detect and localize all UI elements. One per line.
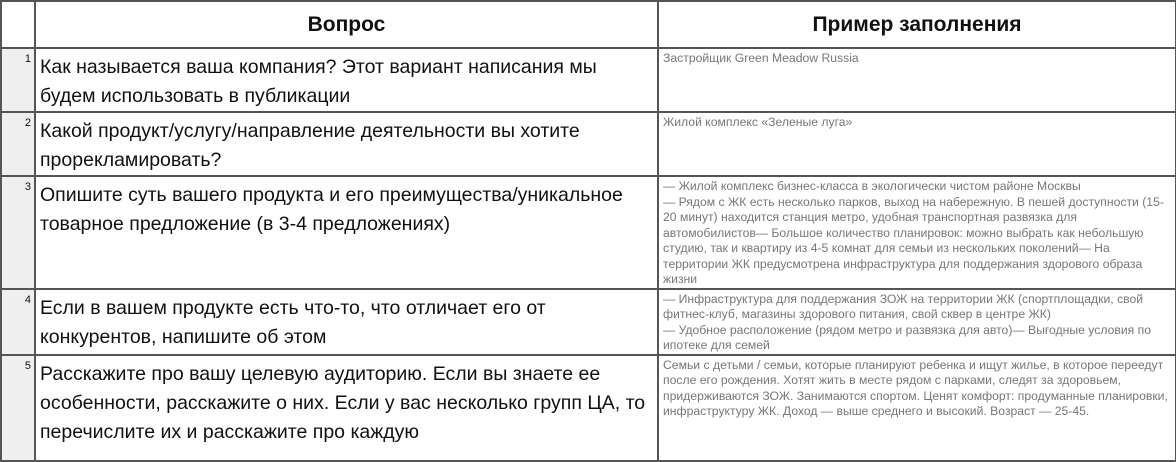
table-row: 4 Если в вашем продукте есть что-то, что…	[0, 287, 1176, 356]
row-number: 3	[0, 175, 36, 290]
question-cell[interactable]: Опишите суть вашего продукта и его преим…	[34, 175, 659, 290]
example-cell[interactable]: Семьи с детьми / семьи, которые планирую…	[657, 353, 1176, 462]
table-row: 1 Как называется ваша компания? Этот вар…	[0, 47, 1176, 113]
table-row: 5 Расскажите про вашу целевую аудиторию.…	[0, 353, 1176, 462]
question-cell[interactable]: Если в вашем продукте есть что-то, что о…	[34, 287, 659, 356]
row-number: 1	[0, 47, 36, 113]
question-column-header: Вопрос	[34, 0, 659, 49]
row-number: 5	[0, 353, 36, 462]
table-row: 2 Какой продукт/услугу/направление деяте…	[0, 111, 1176, 177]
example-cell[interactable]: Застройщик Green Meadow Russia	[657, 47, 1176, 113]
row-number: 4	[0, 287, 36, 356]
question-cell[interactable]: Расскажите про вашу целевую аудиторию. Е…	[34, 353, 659, 462]
question-cell[interactable]: Как называется ваша компания? Этот вариа…	[34, 47, 659, 113]
example-cell[interactable]: — Инфраструктура для поддержания ЗОЖ на …	[657, 287, 1176, 356]
question-cell[interactable]: Какой продукт/услугу/направление деятель…	[34, 111, 659, 177]
row-number: 2	[0, 111, 36, 177]
table-row: 3 Опишите суть вашего продукта и его пре…	[0, 175, 1176, 290]
header-row: Вопрос Пример заполнения	[0, 0, 1176, 49]
example-column-header: Пример заполнения	[657, 0, 1176, 49]
example-cell[interactable]: Жилой комплекс «Зеленые луга»	[657, 111, 1176, 177]
row-number-header	[0, 0, 36, 49]
example-cell[interactable]: — Жилой комплекс бизнес-класса в экологи…	[657, 175, 1176, 290]
